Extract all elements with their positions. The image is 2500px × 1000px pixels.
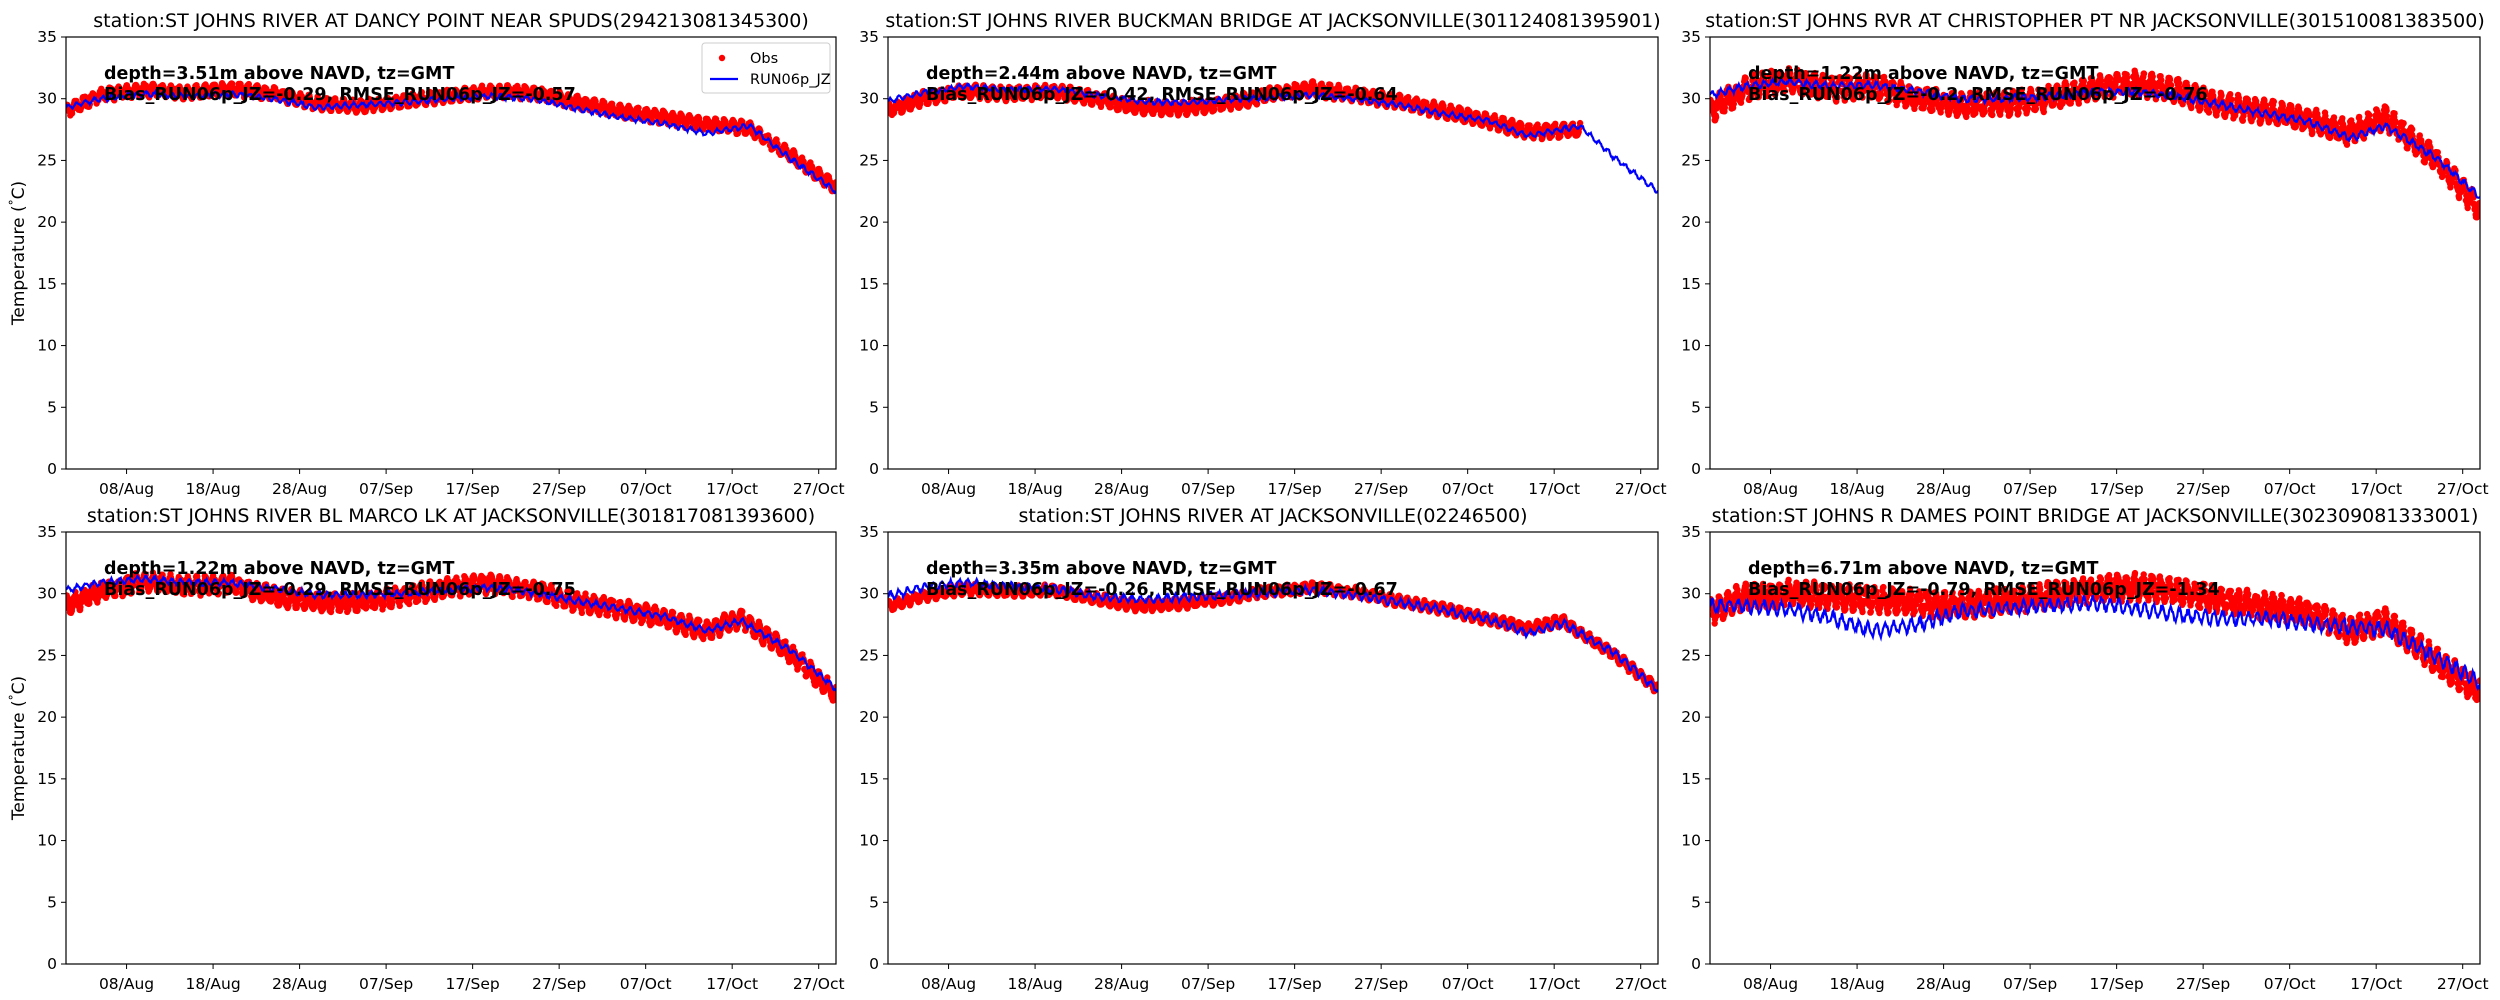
y-tick-label: 0 bbox=[1691, 460, 1701, 478]
x-tick-label: 07/Sep bbox=[1181, 480, 1235, 498]
series-dots-Obs bbox=[66, 80, 836, 195]
x-tick-label: 07/Oct bbox=[2264, 480, 2316, 498]
x-tick-label: 08/Aug bbox=[99, 480, 154, 498]
plot-data bbox=[66, 80, 836, 195]
obs-point bbox=[1929, 107, 1936, 114]
y-tick-label: 10 bbox=[37, 337, 57, 355]
obs-point bbox=[909, 102, 916, 110]
x-tick-label: 28/Aug bbox=[1916, 480, 1971, 498]
y-tick-label: 30 bbox=[37, 90, 57, 108]
y-tick-label: 10 bbox=[859, 337, 879, 355]
axes-frame bbox=[65, 36, 837, 470]
subplot-1: station:ST JOHNS RIVER AT DANCY POINT NE… bbox=[7, 10, 845, 498]
y-tick-label: 5 bbox=[869, 398, 879, 416]
annotation-depth: depth=2.44m above NAVD, tz=GMT bbox=[926, 64, 1276, 84]
x-tick-label: 18/Aug bbox=[1007, 480, 1062, 498]
y-tick-label: 5 bbox=[47, 398, 57, 416]
series-line-RUN06p_JZ bbox=[66, 88, 836, 195]
x-tick-label: 27/Oct bbox=[2437, 480, 2489, 498]
y-tick-label: 35 bbox=[859, 28, 879, 46]
x-tick-label: 17/Sep bbox=[446, 480, 500, 498]
legend-obs-marker bbox=[718, 54, 726, 62]
x-tick-label: 17/Sep bbox=[2090, 480, 2144, 498]
obs-point bbox=[1739, 92, 1746, 99]
obs-point bbox=[68, 110, 76, 117]
x-tick-label: 27/Oct bbox=[1615, 480, 1667, 498]
x-tick-label: 28/Aug bbox=[272, 480, 327, 498]
annotation-stats: Bias_RUN06p_JZ=-0.29, RMSE_RUN06p_JZ=-0.… bbox=[104, 85, 576, 105]
y-tick-label: 30 bbox=[859, 90, 879, 108]
y-tick-label: 15 bbox=[859, 275, 879, 293]
y-tick-label: 10 bbox=[1681, 337, 1701, 355]
legend-obs-label: Obs bbox=[750, 51, 778, 67]
annotation-stats: Bias_RUN06p_JZ=-0.42, RMSE_RUN06p_JZ=-0.… bbox=[926, 85, 1398, 105]
obs-point bbox=[832, 182, 836, 189]
x-tick-label: 27/Sep bbox=[1354, 480, 1408, 498]
y-tick-label: 25 bbox=[859, 151, 879, 169]
obs-point bbox=[418, 89, 425, 96]
y-tick-label: 25 bbox=[1681, 151, 1701, 169]
x-tick-label: 27/Sep bbox=[532, 480, 586, 498]
x-tick-label: 18/Aug bbox=[1829, 480, 1884, 498]
x-tick-label: 08/Aug bbox=[921, 480, 976, 498]
y-tick-label: 35 bbox=[37, 28, 57, 46]
y-tick-label: 5 bbox=[1691, 398, 1701, 416]
y-tick-label: 30 bbox=[1681, 90, 1701, 108]
plot-data bbox=[888, 78, 1658, 194]
x-tick-label: 27/Oct bbox=[793, 480, 845, 498]
obs-point bbox=[1712, 113, 1720, 121]
subplot-2: station:ST JOHNS RIVER BUCKMAN BRIDGE AT… bbox=[859, 10, 1666, 498]
y-tick-label: 0 bbox=[47, 460, 57, 478]
obs-point bbox=[1981, 108, 1988, 116]
y-tick-label: 15 bbox=[37, 275, 57, 293]
x-tick-label: 17/Oct bbox=[706, 480, 758, 498]
obs-point bbox=[1989, 111, 1996, 119]
subplot-title: station:ST JOHNS RVR AT CHRISTOPHER PT N… bbox=[1705, 10, 2485, 32]
y-tick-label: 20 bbox=[37, 213, 57, 231]
y-tick-label: 25 bbox=[37, 151, 57, 169]
x-tick-label: 17/Sep bbox=[1268, 480, 1322, 498]
x-tick-label: 07/Oct bbox=[620, 480, 672, 498]
legend-model-label: RUN06p_JZ bbox=[750, 72, 831, 88]
subplot-3: station:ST JOHNS RVR AT CHRISTOPHER PT N… bbox=[1681, 10, 2488, 498]
x-tick-label: 18/Aug bbox=[185, 480, 240, 498]
legend-frame bbox=[701, 42, 831, 94]
x-tick-label: 07/Oct bbox=[1442, 480, 1494, 498]
y-tick-label: 35 bbox=[1681, 28, 1701, 46]
x-tick-label: 17/Oct bbox=[2350, 480, 2402, 498]
x-tick-label: 17/Oct bbox=[1528, 480, 1580, 498]
y-tick-label: 20 bbox=[859, 213, 879, 231]
legend: Obs RUN06p_JZ bbox=[701, 42, 831, 94]
x-tick-label: 28/Aug bbox=[1094, 480, 1149, 498]
subplot-title: station:ST JOHNS RIVER AT DANCY POINT NE… bbox=[93, 10, 809, 32]
subplot-title: station:ST JOHNS RIVER BUCKMAN BRIDGE AT… bbox=[885, 10, 1660, 32]
annotation-depth: depth=3.51m above NAVD, tz=GMT bbox=[104, 64, 454, 84]
x-tick-label: 07/Sep bbox=[2003, 480, 2057, 498]
x-tick-label: 27/Sep bbox=[2176, 480, 2230, 498]
y-tick-label: 0 bbox=[869, 460, 879, 478]
y-axis-label: Temperature (°C) bbox=[7, 181, 29, 326]
x-tick-label: 08/Aug bbox=[1743, 480, 1798, 498]
x-tick-label: 07/Sep bbox=[359, 480, 413, 498]
y-tick-label: 20 bbox=[1681, 213, 1701, 231]
y-tick-label: 15 bbox=[1681, 275, 1701, 293]
